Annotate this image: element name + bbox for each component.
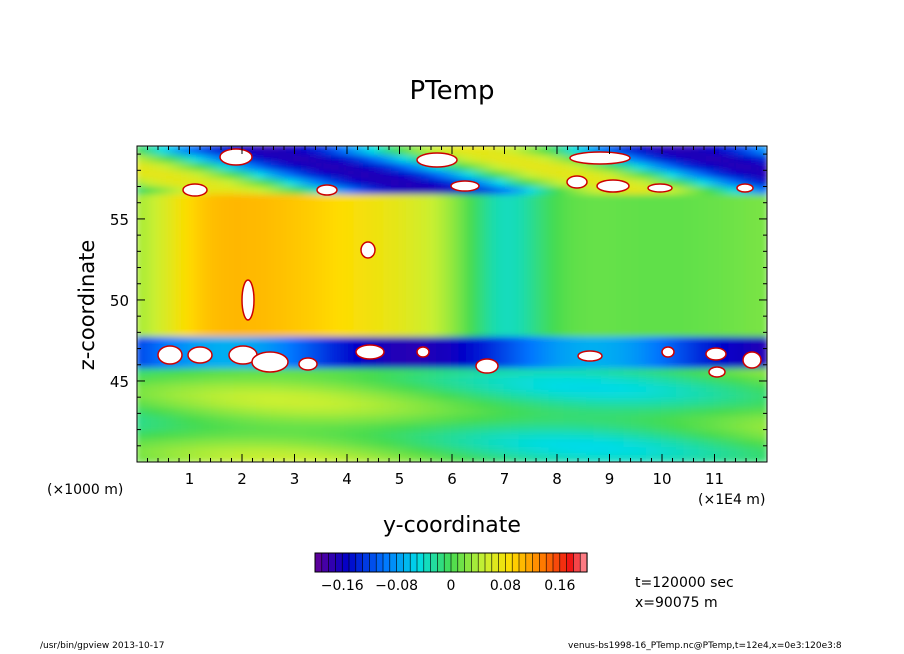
x-tick-label: 6 [447,470,457,488]
colorbar-segment [335,552,343,573]
colorbar-segment [525,552,534,573]
colorbar-tick-label: 0.08 [490,578,521,594]
x-tick-label: 9 [605,470,615,488]
colorbar-segment [491,552,500,573]
colorbar-segment [532,552,540,573]
position-annotation: x=90075 m [635,595,718,611]
colorbar-segment [369,552,377,573]
x-axis-unit-left: (×1000 m) [47,482,124,498]
y-tick-label: 45 [110,373,129,391]
colorbar-segment [416,552,425,573]
colorbar-segment [579,552,588,573]
colorbar-tick-label: 0.16 [544,578,575,594]
colorbar-segment [498,552,507,573]
colorbar-segment [423,552,432,573]
x-tick-label: 10 [652,470,671,488]
colorbar-segment [518,552,527,573]
colorbar-segment [511,552,520,573]
colorbar-segment [457,552,466,573]
colorbar-segment [403,552,411,573]
colorbar-segment [355,552,364,573]
colorbar-segment [430,552,439,573]
colorbar-segment [464,552,473,573]
x-axis-label: y-coordinate [383,513,521,538]
x-tick-label: 2 [237,470,247,488]
y-tick-label: 55 [110,211,129,229]
colorbar-tick-label: 0 [447,578,456,594]
colorbar-segment [321,552,330,573]
colorbar-segment [539,552,547,573]
colorbar-segment [566,552,574,573]
footer-left: /usr/bin/gpview 2013-10-17 [40,641,165,651]
colorbar-segment [409,552,418,573]
x-tick-label: 3 [290,470,300,488]
colorbar: −0.16 −0.08 0 0.08 0.16 [314,552,588,594]
x-axis-unit-right: (×1E4 m) [698,492,766,508]
colorbar-segment [341,552,350,573]
colorbar-segment [450,552,459,573]
x-tick-label: 7 [500,470,510,488]
y-tick-label: 50 [110,292,129,310]
colorbar-segment [328,552,337,573]
x-tick-label: 8 [552,470,562,488]
colorbar-segment [545,552,554,573]
colorbar-segment [471,552,479,573]
x-tick-label: 1 [185,470,195,488]
colorbar-segment [484,552,493,573]
colorbar-tick-label: −0.16 [321,578,364,594]
colorbar-tick-label: −0.08 [375,578,418,594]
chart-title: PTemp [409,76,495,106]
colorbar-segment [314,552,323,573]
colorbar-segment [375,552,384,573]
colorbar-segment [552,552,561,573]
x-tick-label: 5 [395,470,405,488]
colorbar-segment [396,552,405,573]
colorbar-segment [362,552,371,573]
time-annotation: t=120000 sec [635,575,734,591]
colorbar-segment [382,552,391,573]
x-tick-label: 4 [342,470,352,488]
colorbar-segment [348,552,357,573]
colorbar-segment [573,552,581,573]
colorbar-frame [314,552,588,573]
colorbar-segment [505,552,513,573]
colorbar-segment [477,552,486,573]
colorbar-segment [443,552,452,573]
heatmap-field [137,146,767,462]
colorbar-segment [437,552,445,573]
footer-right: venus-bs1998-16_PTemp.nc@PTemp,t=12e4,x=… [568,641,842,651]
x-tick-label: 11 [705,470,724,488]
colorbar-segment [559,552,568,573]
colorbar-segment [389,552,398,573]
